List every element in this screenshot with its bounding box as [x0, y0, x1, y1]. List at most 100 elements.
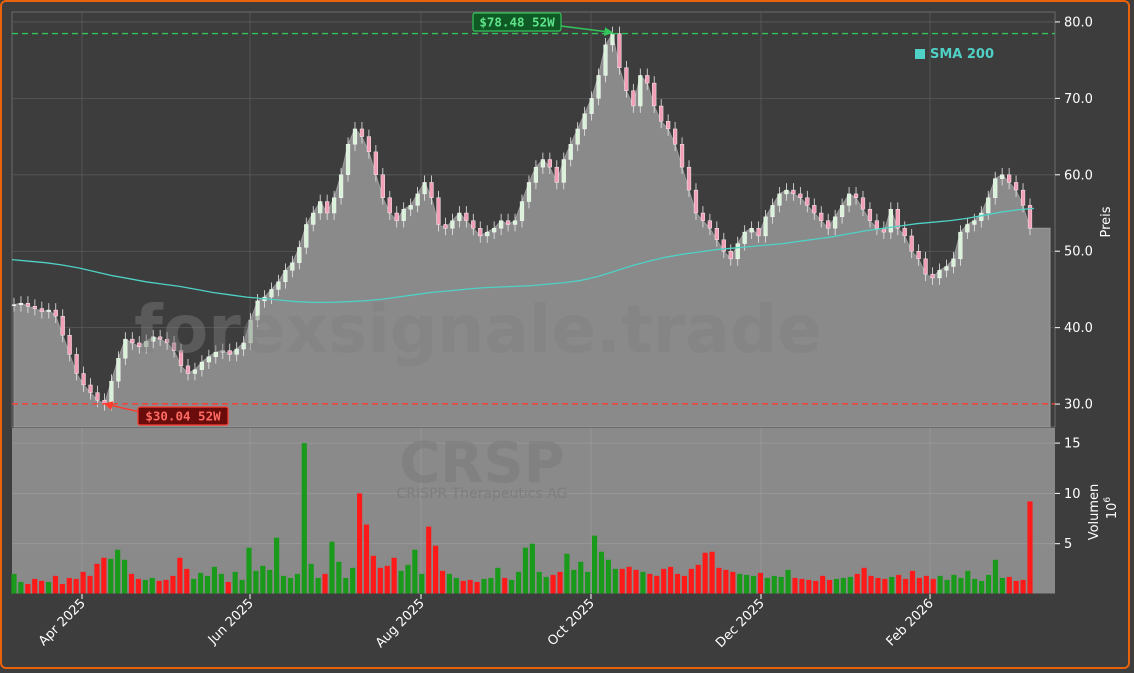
candle-body: [46, 309, 51, 312]
candle-body: [791, 189, 796, 195]
volume-bar: [709, 551, 715, 594]
volume-bar: [647, 573, 653, 594]
volume-bar: [274, 537, 280, 594]
volume-bar: [101, 557, 107, 594]
candle-body: [39, 308, 44, 312]
volume-bar: [239, 579, 245, 594]
candle-body: [686, 166, 692, 191]
candle-body: [582, 113, 587, 130]
candle-body: [756, 228, 761, 237]
volume-tick-label: 15: [1064, 437, 1081, 452]
candle-body: [526, 182, 532, 202]
volume-bar: [343, 577, 349, 594]
volume-bar: [211, 566, 218, 594]
volume-bar: [992, 559, 999, 594]
price-tick-label: 30.0: [1064, 398, 1093, 413]
candle-body: [575, 128, 580, 145]
candle-body: [700, 212, 706, 221]
candle-body: [826, 220, 831, 229]
candle-body: [749, 228, 754, 233]
volume-y-label: Volumen: [1087, 484, 1102, 541]
volume-bar: [854, 573, 860, 594]
volume-bar: [439, 570, 446, 594]
candle-body: [436, 197, 441, 225]
candle-body: [777, 193, 782, 206]
volume-y-unit: 106: [1103, 497, 1120, 520]
candle-body: [888, 208, 893, 233]
volume-bar: [605, 559, 611, 594]
candle-body: [185, 365, 191, 374]
volume-bar: [681, 575, 688, 594]
candle-body: [394, 212, 399, 221]
volume-bar: [163, 579, 169, 594]
candle-body: [833, 216, 838, 229]
candle-body: [492, 228, 497, 233]
candle-body: [373, 151, 378, 175]
candle-body: [74, 354, 79, 374]
volume-bar: [889, 576, 895, 594]
volume-bar: [502, 577, 508, 594]
volume-bar: [232, 571, 238, 594]
candle-body: [269, 289, 274, 298]
volume-bar: [585, 571, 591, 594]
volume-bar: [591, 535, 598, 594]
candle-body: [728, 251, 733, 260]
candle-body: [1027, 205, 1033, 229]
volume-bar: [287, 577, 294, 594]
volume-bar: [979, 580, 985, 594]
candle-body: [206, 356, 211, 363]
volume-bar: [668, 566, 674, 594]
volume-bar: [861, 567, 867, 594]
volume-bar: [1020, 579, 1026, 594]
candle-body: [944, 266, 949, 271]
candle-body: [972, 220, 977, 225]
volume-tick-label: 5: [1064, 537, 1072, 552]
volume-bar: [142, 579, 148, 594]
candle-body: [95, 392, 100, 401]
candle-body: [714, 228, 719, 240]
volume-bar: [329, 541, 335, 594]
volume-bar: [246, 547, 252, 594]
volume-bar: [882, 578, 888, 594]
candle-body: [220, 350, 225, 353]
volume-bar: [909, 570, 916, 594]
candle-body: [88, 384, 93, 393]
candle-body: [693, 189, 699, 214]
volume-bar: [626, 566, 632, 594]
candle-body: [255, 300, 260, 321]
watermark-company: CRISPR Therapeutics AG: [397, 486, 568, 502]
volume-bar: [398, 570, 404, 594]
candle-body: [116, 358, 121, 382]
volume-bar: [806, 579, 812, 594]
x-tick-label: Feb 2026: [884, 596, 937, 649]
candle-body: [923, 258, 928, 275]
volume-bar: [198, 572, 204, 594]
volume-bar: [799, 578, 805, 594]
candle-body: [290, 262, 295, 271]
volume-bar: [405, 564, 411, 594]
volume-bar: [958, 577, 964, 594]
volume-bar: [433, 545, 439, 594]
candle-body: [624, 67, 629, 91]
volume-bar: [778, 576, 784, 594]
watermark-ticker: CRSP: [399, 431, 565, 496]
candle-body: [457, 212, 462, 221]
candle-body: [533, 166, 539, 183]
volume-tick-label: 10: [1064, 487, 1081, 502]
52w-low-label-box: [137, 406, 229, 426]
volume-bar: [543, 576, 549, 594]
52w-low-arrow: [103, 401, 141, 413]
candle-body: [352, 128, 358, 145]
volume-bar: [52, 575, 59, 594]
candle-body: [1007, 174, 1012, 183]
volume-bar: [1006, 576, 1012, 594]
volume-bar: [363, 524, 370, 594]
volume-bar: [619, 568, 625, 594]
candle-body: [192, 369, 198, 374]
volume-bar: [903, 578, 909, 594]
candle-body: [631, 90, 636, 107]
volume-bar: [280, 575, 287, 594]
candle-body: [819, 212, 824, 221]
candle-body: [1000, 174, 1005, 179]
volume-bar: [426, 526, 432, 594]
